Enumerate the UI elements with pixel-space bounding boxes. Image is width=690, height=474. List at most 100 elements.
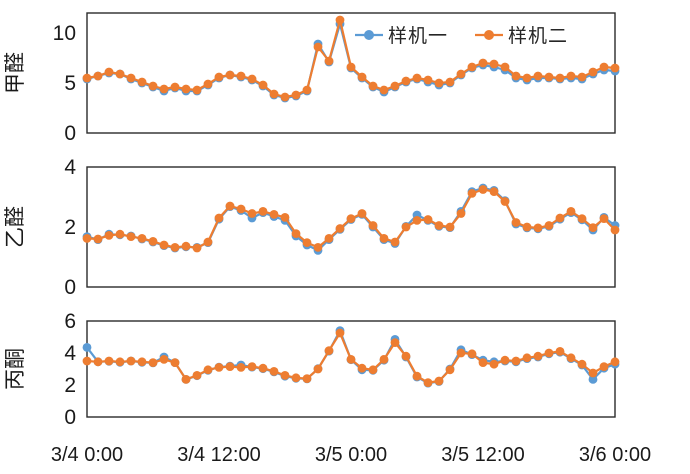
data-point — [599, 62, 609, 72]
data-point — [599, 362, 609, 371]
data-point — [445, 77, 455, 87]
data-point — [456, 348, 466, 358]
series-2-group — [82, 15, 620, 102]
data-point — [181, 84, 191, 94]
data-point — [148, 81, 158, 91]
data-point — [137, 234, 147, 243]
x-tick-label: 3/5 12:00 — [441, 444, 524, 466]
data-point — [610, 63, 620, 73]
data-point — [258, 80, 268, 90]
data-point — [555, 213, 565, 223]
data-point — [115, 69, 125, 79]
data-point — [555, 73, 565, 83]
data-point — [203, 79, 213, 89]
data-point — [115, 229, 125, 239]
data-point — [214, 363, 224, 372]
data-point — [280, 92, 290, 102]
data-point — [302, 238, 312, 248]
chart-panel-2: 0 2 4 6 丙酮 — [4, 310, 620, 429]
data-point — [236, 204, 246, 214]
data-point — [82, 343, 92, 352]
data-point — [533, 223, 543, 233]
data-point — [390, 237, 400, 247]
data-point — [390, 338, 400, 347]
data-point — [291, 373, 301, 383]
data-point — [82, 356, 92, 366]
data-point — [511, 356, 521, 366]
data-point — [159, 355, 169, 364]
data-point — [214, 213, 224, 223]
data-point — [225, 201, 235, 211]
data-point — [434, 78, 444, 88]
series-2-markers — [82, 328, 620, 387]
data-point — [445, 365, 455, 375]
x-tick-label: 3/5 0:00 — [315, 444, 387, 466]
data-point — [533, 71, 543, 81]
data-point — [467, 62, 477, 72]
data-point — [335, 328, 345, 338]
chart-panel-1: 0 2 4 乙醛 — [4, 156, 620, 299]
data-point — [401, 222, 411, 232]
data-point — [577, 214, 587, 224]
y-tick-label: 0 — [64, 276, 76, 299]
data-point — [115, 357, 125, 367]
data-point — [478, 358, 488, 367]
data-point — [313, 42, 323, 52]
legend-label-series1: 样机一 — [388, 26, 449, 47]
y-tick-label: 4 — [64, 342, 76, 365]
legend-item-series2: 样机二 — [474, 21, 568, 48]
data-point — [588, 67, 598, 77]
data-point — [522, 353, 532, 363]
y-tick-label: 10 — [53, 22, 76, 45]
data-point — [368, 81, 378, 91]
data-point — [137, 357, 147, 367]
data-point — [423, 75, 433, 85]
data-point — [357, 72, 367, 82]
data-point — [467, 349, 477, 359]
data-point — [500, 197, 510, 206]
plot-border — [86, 320, 616, 418]
data-point — [456, 209, 466, 218]
series-2-group — [82, 328, 620, 387]
data-point — [445, 222, 455, 232]
data-point — [214, 72, 224, 82]
data-point — [203, 365, 213, 375]
y-tick-label: 6 — [64, 310, 76, 333]
data-point — [126, 73, 136, 83]
data-point — [126, 232, 136, 242]
legend-item-series1: 样机一 — [354, 21, 448, 48]
data-point — [346, 355, 356, 364]
data-point — [511, 218, 521, 227]
data-point — [181, 375, 191, 384]
data-point — [159, 84, 169, 94]
series-2-markers — [82, 185, 620, 253]
data-point — [247, 209, 257, 218]
data-point — [324, 56, 334, 66]
data-point — [511, 71, 521, 81]
data-point — [93, 357, 103, 367]
data-point — [489, 359, 499, 369]
x-tick-label: 3/4 0:00 — [51, 444, 123, 466]
data-point — [566, 207, 576, 216]
data-point — [93, 71, 103, 81]
data-point — [93, 234, 103, 244]
data-point — [357, 209, 367, 218]
data-point — [456, 69, 466, 79]
data-point — [555, 347, 565, 356]
data-point — [324, 234, 334, 243]
data-point — [148, 358, 158, 367]
y-axis-title: 丙酮 — [4, 348, 27, 390]
data-point — [170, 358, 180, 367]
y-tick-label: 2 — [64, 216, 76, 239]
data-point — [192, 371, 202, 380]
data-point — [269, 367, 279, 376]
data-point — [82, 234, 92, 243]
data-point — [412, 216, 422, 225]
data-point — [104, 356, 114, 366]
data-point — [291, 90, 301, 100]
plot-border — [86, 12, 616, 134]
legend-label-series2: 样机二 — [508, 26, 569, 47]
data-point — [412, 73, 422, 83]
series-2-group — [82, 185, 620, 253]
data-point — [236, 71, 246, 81]
